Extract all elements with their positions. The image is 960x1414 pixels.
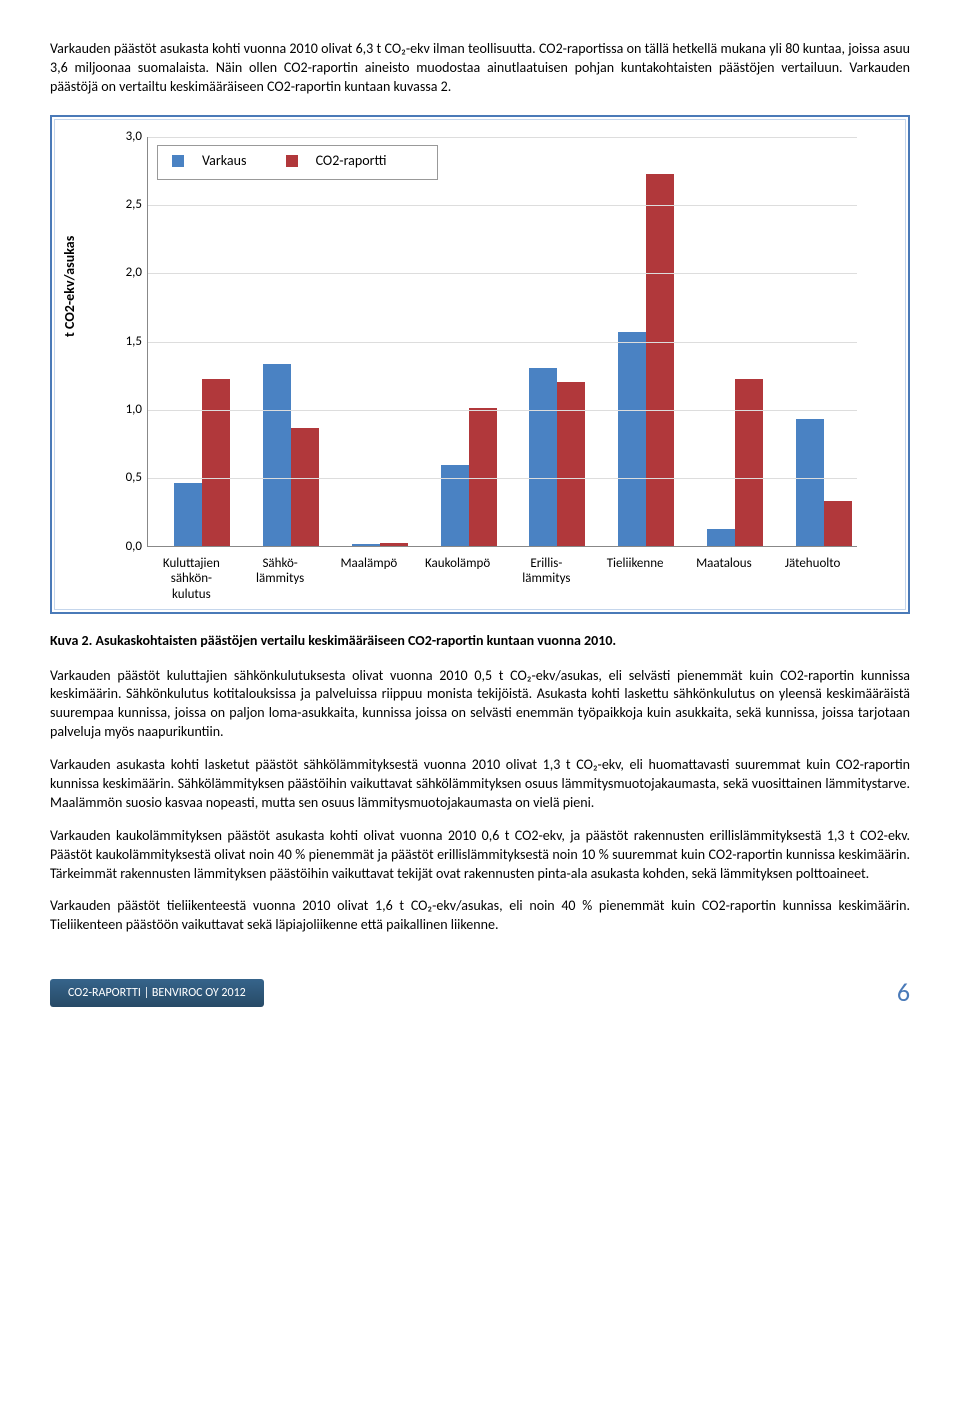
intro-paragraph: Varkauden päästöt asukasta kohti vuonna … <box>50 40 910 97</box>
chart-frame: Varkaus CO2-raportti 0,00,51,01,52,02,53… <box>50 115 910 614</box>
x-axis-labels: Kuluttajiensähkön-kulutusSähkö-lämmitysM… <box>147 552 857 607</box>
bar-co2raportti <box>469 408 497 546</box>
bar-co2raportti <box>202 379 230 546</box>
bar-varkaus <box>352 544 380 545</box>
body-paragraph: Varkauden päästöt kuluttajien sähkönkulu… <box>50 667 910 743</box>
bar-varkaus <box>618 332 646 545</box>
bar-co2raportti <box>646 174 674 546</box>
y-tick-label: 0,0 <box>112 538 142 556</box>
bar-varkaus <box>529 368 557 546</box>
x-tick-label: Kuluttajiensähkön-kulutus <box>147 556 236 603</box>
footer-text: CO2-RAPORTTI | BENVIROC OY 2012 <box>50 979 264 1007</box>
bar-co2raportti <box>735 379 763 546</box>
grid-line <box>148 273 857 274</box>
page-number: 6 <box>897 975 910 1010</box>
x-tick-label: Tieliikenne <box>591 556 680 572</box>
x-tick-label: Sähkö-lämmitys <box>236 556 325 587</box>
bar-varkaus <box>796 419 824 546</box>
y-axis: 0,00,51,01,52,02,53,0 <box>107 137 142 547</box>
x-tick-label: Erillis-lämmitys <box>502 556 591 587</box>
chart-caption: Kuva 2. Asukaskohtaisten päästöjen verta… <box>50 632 910 651</box>
bar-co2raportti <box>380 543 408 546</box>
y-tick-label: 0,5 <box>112 470 142 488</box>
x-tick-label: Maalämpö <box>325 556 414 572</box>
grid-line <box>148 342 857 343</box>
body-paragraph: Varkauden päästöt tieliikenteestä vuonna… <box>50 897 910 935</box>
bar-varkaus <box>707 529 735 545</box>
grid-line <box>148 205 857 206</box>
page-footer: CO2-RAPORTTI | BENVIROC OY 2012 6 <box>50 975 910 1010</box>
y-tick-label: 2,5 <box>112 196 142 214</box>
bar-co2raportti <box>291 428 319 546</box>
x-tick-label: Jätehuolto <box>768 556 857 572</box>
grid-line <box>148 137 857 138</box>
y-tick-label: 1,5 <box>112 333 142 351</box>
bar-varkaus <box>441 465 469 546</box>
plot-area <box>147 137 857 547</box>
y-tick-label: 3,0 <box>112 128 142 146</box>
grid-line <box>148 410 857 411</box>
y-tick-label: 1,0 <box>112 401 142 419</box>
bar-co2raportti <box>824 501 852 546</box>
body-paragraph: Varkauden asukasta kohti lasketut päästö… <box>50 756 910 813</box>
y-tick-label: 2,0 <box>112 265 142 283</box>
body-paragraph: Varkauden kaukolämmityksen päästöt asuka… <box>50 827 910 884</box>
y-axis-label: t CO2-ekv/asukas <box>61 235 80 336</box>
chart-area: Varkaus CO2-raportti 0,00,51,01,52,02,53… <box>67 127 867 607</box>
bar-co2raportti <box>557 382 585 546</box>
bar-varkaus <box>174 483 202 546</box>
x-tick-label: Kaukolämpö <box>413 556 502 572</box>
x-tick-label: Maatalous <box>680 556 769 572</box>
grid-line <box>148 478 857 479</box>
bar-varkaus <box>263 364 291 546</box>
